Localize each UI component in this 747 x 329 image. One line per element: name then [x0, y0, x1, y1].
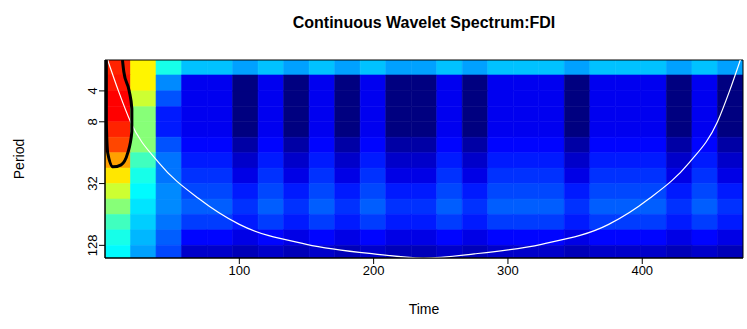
svg-text:4: 4 [85, 87, 100, 94]
svg-text:Period: Period [11, 139, 27, 179]
html-text:Continuous Wavelet Spectrum:FD: Continuous Wavelet Spectrum:FDI [292, 14, 556, 31]
svg-text:400: 400 [631, 263, 653, 278]
svg-text:128: 128 [85, 235, 100, 257]
svg-text:100: 100 [228, 263, 250, 278]
svg-text:32: 32 [85, 176, 100, 190]
svg-text:Time: Time [409, 301, 440, 317]
svg-text:8: 8 [85, 118, 100, 125]
svg-text:300: 300 [497, 263, 519, 278]
svg-text:200: 200 [363, 263, 385, 278]
